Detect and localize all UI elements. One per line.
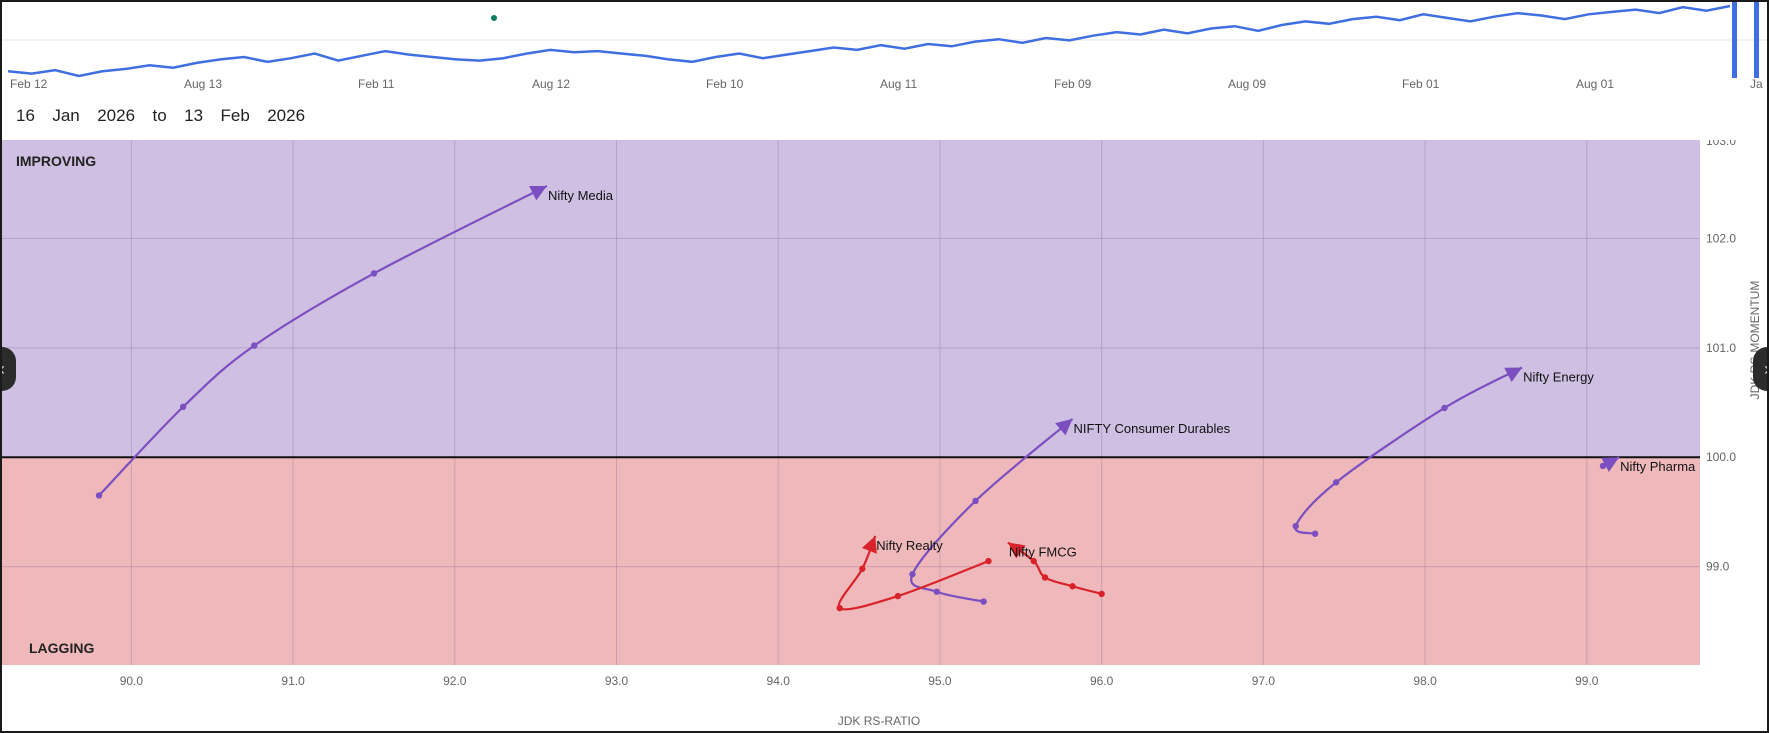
series-head-arrow bbox=[1055, 418, 1073, 436]
date-range-to-word: to bbox=[152, 106, 167, 125]
timeline-series-line bbox=[7, 4, 1731, 78]
x-tick-label: 91.0 bbox=[281, 674, 305, 688]
series-point bbox=[1041, 574, 1049, 581]
timeline-navigator[interactable]: Feb 12 Aug 13 Feb 11 Aug 12 Feb 10 Aug 11 Feb … bbox=[2, 2, 1767, 97]
series-point bbox=[933, 588, 940, 595]
series-point bbox=[1292, 522, 1299, 530]
quadrant-improving bbox=[2, 140, 1700, 458]
y-tick-label-partial: 103.0 bbox=[1706, 140, 1736, 148]
series-point bbox=[980, 598, 987, 605]
series-label: Nifty Realty bbox=[876, 538, 943, 553]
timeline-tick-label: Aug 09 bbox=[1228, 77, 1266, 91]
grid-layer bbox=[2, 140, 1700, 665]
timeline-tick-label: Feb 01 bbox=[1402, 77, 1440, 91]
series-tail-line bbox=[1294, 366, 1523, 535]
series-tail-line bbox=[910, 418, 1074, 603]
timeline-tick-label: Feb 12 bbox=[10, 77, 48, 91]
x-tick-label: 97.0 bbox=[1252, 674, 1276, 688]
series-head-arrow bbox=[1007, 542, 1026, 559]
y-tick-label: 101.0 bbox=[1706, 341, 1736, 355]
x-tick-label: 90.0 bbox=[120, 674, 144, 688]
date-range-from: 16 Jan 2026 bbox=[16, 106, 136, 125]
x-tick-label: 98.0 bbox=[1413, 674, 1437, 688]
quadrant-label-lagging: LAGGING bbox=[29, 640, 94, 656]
series-point bbox=[859, 565, 866, 572]
series-label: Nifty Energy bbox=[1523, 370, 1594, 385]
series-head-arrow bbox=[1601, 457, 1620, 472]
timeline-tick-label: Ja bbox=[1750, 77, 1763, 91]
quadrant-layer bbox=[2, 140, 1700, 665]
series-label: Nifty FMCG bbox=[1009, 545, 1077, 560]
series-point bbox=[179, 403, 187, 411]
series-tail-line bbox=[98, 184, 548, 497]
series-head-arrow bbox=[529, 185, 547, 201]
timeline-range-handle-left[interactable] bbox=[1732, 2, 1737, 78]
timeline-range-handle-right[interactable] bbox=[1754, 2, 1759, 78]
timeline-tick-label: Aug 13 bbox=[184, 77, 222, 91]
series-head-arrow bbox=[1504, 367, 1523, 382]
series-point bbox=[836, 604, 843, 612]
series-label: Nifty Pharma bbox=[1620, 459, 1696, 474]
series-point bbox=[909, 571, 916, 578]
x-tick-label: 96.0 bbox=[1090, 674, 1114, 688]
series-point bbox=[1311, 530, 1319, 537]
series-point bbox=[251, 342, 258, 349]
x-tick-label: 93.0 bbox=[605, 674, 629, 688]
series-point bbox=[1098, 590, 1105, 598]
chevron-right-icon[interactable]: › bbox=[1753, 347, 1767, 391]
series-point bbox=[894, 592, 902, 600]
series-point bbox=[972, 497, 979, 505]
series-point bbox=[95, 492, 103, 499]
x-tick-label: 95.0 bbox=[928, 674, 952, 688]
y-tick-label: 102.0 bbox=[1706, 231, 1736, 245]
timeline-marker-dot bbox=[491, 15, 497, 21]
x-tick-label: 99.0 bbox=[1575, 674, 1599, 688]
y-tick-label: 100.0 bbox=[1706, 450, 1736, 464]
timeline-tick-label: Feb 09 bbox=[1054, 77, 1092, 91]
timeline-tick-labels: Feb 12 Aug 13 Feb 11 Aug 12 Feb 10 Aug 11 Feb … bbox=[10, 77, 1763, 91]
timeline-tick-label: Feb 10 bbox=[706, 77, 744, 91]
series-point bbox=[1599, 462, 1607, 470]
x-tick-label: 92.0 bbox=[443, 674, 467, 688]
timeline-tick-label: Feb 11 bbox=[358, 77, 395, 91]
series-point bbox=[985, 557, 992, 565]
series-point bbox=[1069, 583, 1076, 590]
series-point bbox=[1441, 404, 1448, 412]
series-head-arrow bbox=[861, 535, 877, 554]
series-label: Nifty Media bbox=[548, 188, 614, 203]
rrg-chart: Nifty Media NIFTY Consumer Durables Nifty … bbox=[2, 140, 1762, 728]
x-axis-label: JDK RS-RATIO bbox=[838, 714, 920, 728]
timeline-tick-label: Aug 11 bbox=[880, 77, 917, 91]
series-point bbox=[1030, 557, 1037, 565]
chevron-left-icon[interactable]: ‹ bbox=[2, 347, 16, 391]
y-tick-label: 99.0 bbox=[1706, 560, 1730, 574]
timeline-tick-label: Aug 12 bbox=[532, 77, 570, 91]
series-layer: Nifty Media NIFTY Consumer Durables Nifty … bbox=[95, 184, 1696, 612]
x-tick-label: 94.0 bbox=[767, 674, 791, 688]
series-label: NIFTY Consumer Durables bbox=[1074, 421, 1231, 436]
date-range-to: 13 Feb 2026 bbox=[184, 106, 306, 125]
quadrant-label-improving: IMPROVING bbox=[16, 153, 96, 169]
quadrant-lagging bbox=[2, 457, 1700, 665]
axis-layer: 90.0 91.0 92.0 93.0 94.0 95.0 96.0 97.0 98.0 99.0… bbox=[16, 140, 1762, 728]
date-range-label: 16 Jan 2026 to 13 Feb 2026 bbox=[16, 106, 305, 126]
series-point bbox=[370, 270, 378, 277]
timeline-tick-label: Aug 01 bbox=[1576, 77, 1614, 91]
series-point bbox=[1332, 479, 1340, 486]
